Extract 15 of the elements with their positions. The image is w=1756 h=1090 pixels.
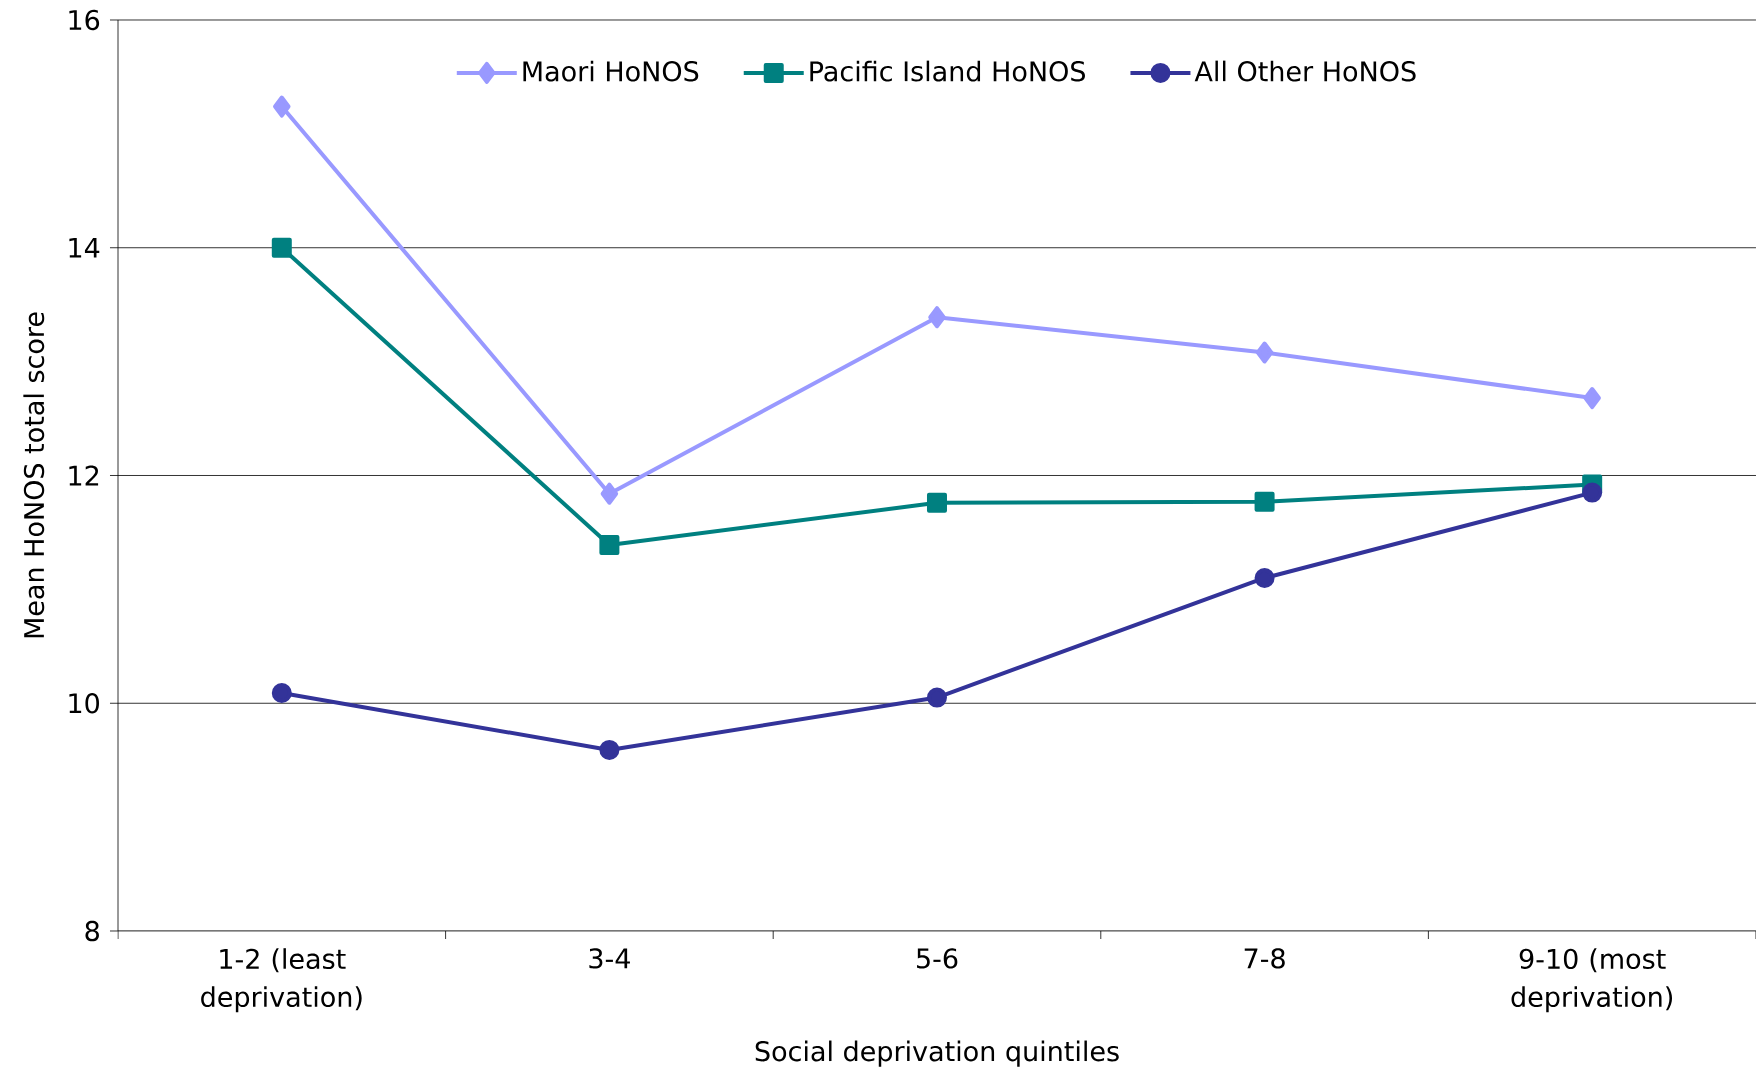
- x-tick-label: 3-4: [589, 948, 630, 969]
- y-tick-label: 12: [69, 465, 99, 486]
- x-tick-label: 9-10 (most deprivation): [1511, 948, 1673, 1013]
- y-tick-label: 10: [69, 693, 99, 714]
- legend-label: Maori HoNOS: [523, 60, 699, 82]
- y-tick-label: 8: [85, 920, 99, 942]
- x-axis-title: Social deprivation quintiles: [755, 1040, 1119, 1067]
- x-tick-label: 1-2 (least deprivation): [201, 948, 362, 1013]
- y-tick-label: 14: [69, 237, 100, 258]
- x-tick-label: 5-6: [917, 948, 958, 969]
- legend-label: All Other HoNOS: [1194, 60, 1416, 82]
- x-tick-label: 7-8: [1244, 948, 1285, 969]
- legend-label: Pacific Island HoNOS: [810, 60, 1085, 82]
- y-axis-title: Mean HoNOS total score: [23, 312, 45, 638]
- y-tick-label: 16: [69, 9, 100, 31]
